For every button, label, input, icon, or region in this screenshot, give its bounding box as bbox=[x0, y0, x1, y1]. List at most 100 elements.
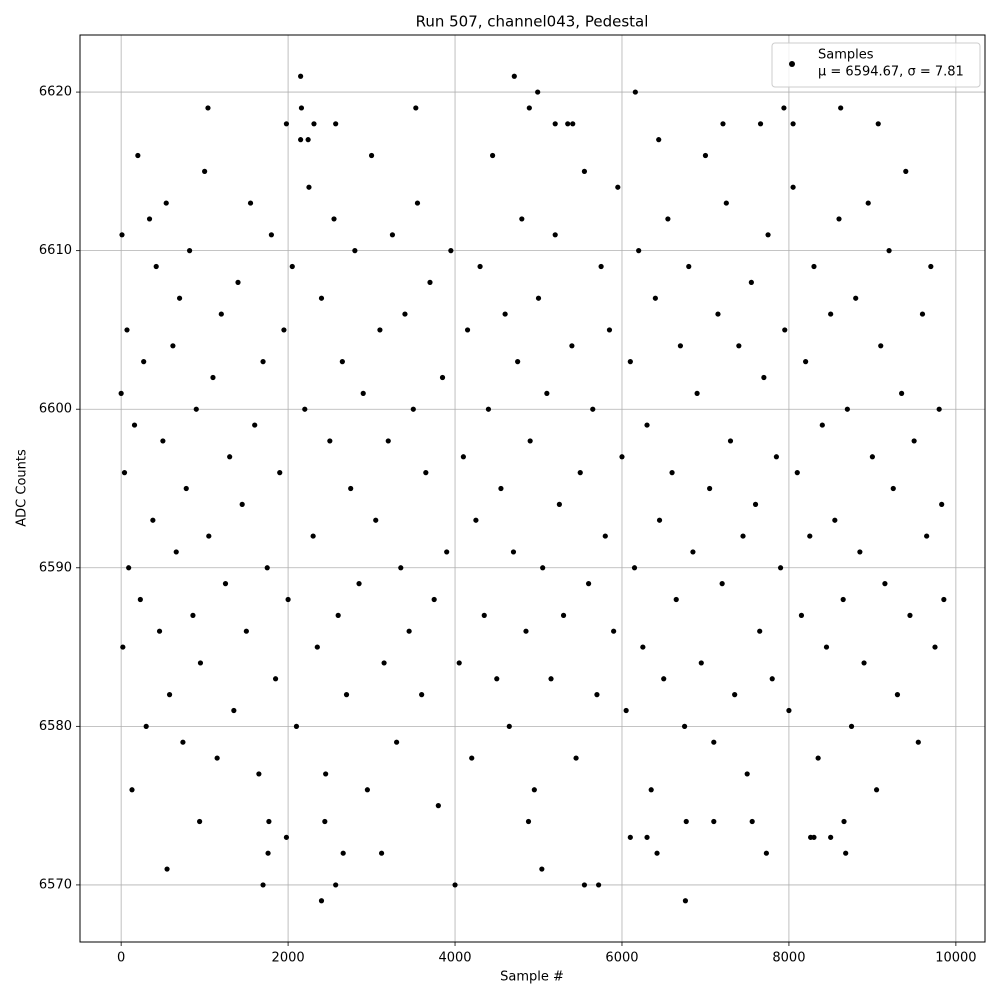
point bbox=[120, 644, 126, 650]
point bbox=[302, 406, 308, 412]
point bbox=[368, 152, 375, 159]
point bbox=[632, 89, 638, 95]
point bbox=[911, 438, 917, 444]
point bbox=[928, 263, 934, 270]
point bbox=[281, 327, 287, 333]
point bbox=[283, 121, 290, 127]
point bbox=[815, 755, 821, 761]
point bbox=[423, 470, 429, 476]
point bbox=[652, 295, 658, 301]
point bbox=[773, 454, 780, 460]
point bbox=[419, 692, 425, 698]
point bbox=[210, 374, 216, 381]
point bbox=[869, 454, 875, 460]
point bbox=[698, 660, 704, 666]
point bbox=[364, 787, 370, 793]
point bbox=[535, 295, 542, 301]
point bbox=[343, 692, 350, 698]
point bbox=[252, 422, 258, 428]
point bbox=[485, 406, 492, 412]
point bbox=[573, 755, 579, 761]
point bbox=[686, 263, 692, 270]
point bbox=[406, 628, 412, 634]
point bbox=[402, 311, 408, 317]
point bbox=[744, 771, 750, 777]
point bbox=[840, 596, 846, 603]
point bbox=[823, 644, 830, 650]
point bbox=[394, 739, 400, 745]
point bbox=[786, 707, 792, 714]
point bbox=[886, 248, 892, 254]
legend-note: μ = 6594.67, σ = 7.81 bbox=[818, 65, 964, 80]
legend: Samples μ = 6594.67, σ = 7.81 bbox=[771, 42, 981, 88]
point bbox=[373, 517, 379, 523]
point bbox=[915, 739, 921, 745]
legend-box bbox=[771, 42, 981, 88]
point bbox=[941, 596, 947, 603]
point bbox=[548, 676, 554, 682]
point bbox=[552, 232, 558, 238]
point bbox=[327, 438, 333, 444]
point bbox=[218, 311, 224, 317]
point bbox=[861, 660, 867, 666]
point bbox=[790, 121, 796, 127]
point bbox=[173, 549, 179, 555]
point bbox=[765, 232, 771, 238]
point bbox=[875, 121, 881, 127]
point bbox=[654, 850, 660, 856]
point bbox=[164, 866, 170, 872]
point bbox=[838, 105, 844, 111]
point bbox=[131, 422, 138, 428]
point bbox=[193, 406, 199, 412]
point bbox=[235, 279, 241, 285]
point bbox=[348, 485, 354, 492]
point bbox=[260, 359, 266, 365]
point bbox=[239, 501, 245, 507]
point bbox=[298, 73, 304, 79]
point bbox=[227, 454, 233, 460]
point bbox=[126, 565, 132, 571]
point bbox=[690, 549, 696, 555]
x-axis-label: Sample # bbox=[500, 970, 564, 985]
point bbox=[782, 327, 788, 333]
x-tick-label: 6000 bbox=[605, 951, 638, 966]
point bbox=[510, 549, 517, 555]
point bbox=[535, 89, 541, 95]
point bbox=[285, 596, 291, 603]
point bbox=[732, 692, 738, 698]
point bbox=[939, 501, 945, 507]
point bbox=[427, 279, 433, 285]
y-tick-label: 6590 bbox=[39, 560, 72, 575]
point bbox=[636, 248, 642, 254]
point bbox=[556, 501, 562, 507]
point bbox=[176, 295, 183, 301]
point bbox=[360, 390, 366, 396]
point bbox=[569, 343, 575, 349]
point bbox=[335, 612, 341, 618]
point bbox=[331, 216, 337, 222]
point bbox=[197, 818, 203, 825]
y-tick-label: 6620 bbox=[39, 85, 72, 100]
point bbox=[531, 787, 537, 793]
point bbox=[878, 343, 884, 349]
point bbox=[481, 612, 487, 618]
point bbox=[170, 343, 176, 349]
x-tick-label: 0 bbox=[117, 951, 125, 966]
point bbox=[540, 565, 546, 571]
point bbox=[137, 596, 143, 603]
point bbox=[598, 263, 604, 270]
point bbox=[473, 517, 479, 523]
point bbox=[260, 882, 266, 888]
x-tick-label: 8000 bbox=[772, 951, 805, 966]
point bbox=[448, 248, 454, 254]
point bbox=[748, 279, 754, 285]
point bbox=[494, 676, 500, 682]
point bbox=[844, 406, 850, 412]
point bbox=[763, 850, 769, 856]
point bbox=[265, 850, 271, 856]
point bbox=[711, 739, 717, 745]
point bbox=[841, 818, 847, 825]
point bbox=[272, 676, 279, 682]
point bbox=[153, 263, 159, 270]
point bbox=[156, 628, 163, 634]
